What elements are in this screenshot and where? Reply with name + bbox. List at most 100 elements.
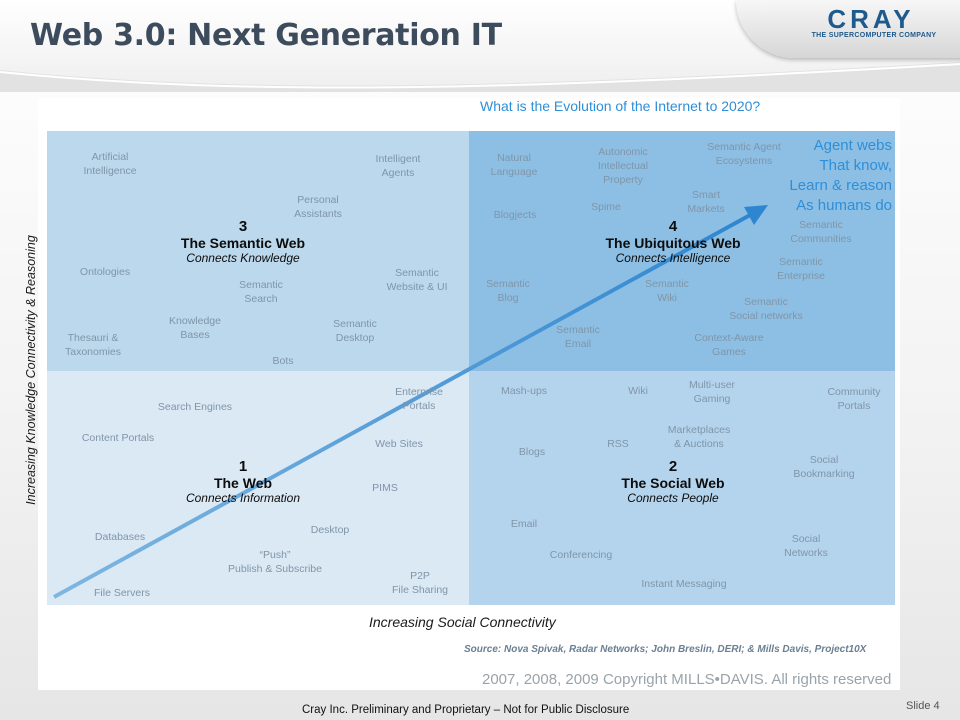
- quadrant-name: The Web: [213, 475, 273, 491]
- technology-label-line: Autonomic: [598, 146, 648, 158]
- technology-label-line: Blogjects: [493, 209, 537, 221]
- technology-label-line: Assistants: [294, 208, 342, 220]
- technology-label-line: Semantic: [799, 219, 843, 231]
- technology-label-line: Language: [490, 166, 538, 178]
- technology-label-line: Knowledge: [169, 315, 221, 327]
- technology-label-line: Gaming: [693, 393, 731, 405]
- technology-label-line: Taxonomies: [64, 346, 122, 358]
- technology-label: Conferencing: [550, 548, 612, 562]
- technology-label: File Servers: [94, 586, 150, 600]
- technology-label: Databases: [95, 530, 145, 544]
- technology-label-line: Semantic Agent: [707, 141, 781, 153]
- technology-label: Social Bookmarking: [793, 453, 854, 481]
- agent-webs-callout: Agent webs That know, Learn & reason As …: [760, 136, 892, 216]
- technology-label: Natural Language: [491, 151, 538, 179]
- quadrant-subtitle: Connects Knowledge: [186, 251, 300, 265]
- callout-line: Learn & reason: [789, 177, 892, 194]
- technology-label-line: Desktop: [335, 332, 375, 344]
- technology-label-line: Web Sites: [375, 438, 423, 450]
- footer-disclaimer: Cray Inc. Preliminary and Proprietary – …: [302, 704, 630, 716]
- technology-label: Intelligent Agents: [376, 152, 421, 180]
- technology-label-line: Property: [603, 174, 643, 186]
- technology-label-line: Publish & Subscribe: [228, 563, 322, 575]
- technology-label: Instant Messaging: [641, 577, 726, 591]
- quadrant-label-3: 3 The Semantic Web Connects Knowledge: [181, 218, 305, 265]
- technology-label-line: Communities: [790, 233, 852, 245]
- technology-label-line: Enterprise: [777, 270, 825, 282]
- technology-label: Personal Assistants: [294, 193, 342, 221]
- technology-label: Semantic Communities: [790, 218, 851, 246]
- technology-label: Context-Aware Games: [694, 331, 763, 359]
- technology-label: “Push” Publish & Subscribe: [228, 548, 322, 576]
- technology-label: Thesauri & Taxonomies: [65, 331, 121, 359]
- technology-label-line: Ontologies: [79, 266, 131, 278]
- technology-label-line: Semantic: [779, 256, 823, 268]
- technology-label-line: Semantic: [333, 318, 377, 330]
- technology-label-line: P2P: [410, 570, 430, 582]
- technology-label-line: Natural: [497, 152, 531, 164]
- technology-label-line: Markets: [687, 203, 725, 215]
- quadrant-number: 1: [238, 458, 248, 475]
- svg-text:CRAY: CRAY: [827, 6, 914, 32]
- technology-label-line: Databases: [94, 531, 146, 543]
- technology-label-line: File Sharing: [391, 584, 449, 596]
- technology-label-line: Smart: [691, 189, 720, 201]
- diagram-heading: What is the Evolution of the Internet to…: [480, 98, 761, 114]
- technology-label: Artificial Intelligence: [83, 150, 136, 178]
- technology-label: Semantic Wiki: [645, 277, 689, 305]
- technology-label: Marketplaces & Auctions: [668, 423, 730, 451]
- technology-label-line: Wiki: [628, 385, 648, 397]
- quadrant-number: 2: [668, 458, 678, 475]
- slide-number: Slide 4: [906, 700, 940, 712]
- technology-label-line: Thesauri &: [67, 332, 119, 344]
- technology-label-line: Semantic: [556, 324, 600, 336]
- technology-label: Semantic Desktop: [333, 317, 377, 345]
- technology-label: Semantic Social networks: [729, 295, 803, 323]
- technology-label: Semantic Enterprise: [777, 255, 825, 283]
- technology-label-line: Content Portals: [81, 432, 155, 444]
- technology-label-line: Conferencing: [549, 549, 613, 561]
- technology-label-line: Ecosystems: [715, 155, 773, 167]
- quadrant-name: The Semantic Web: [180, 235, 306, 251]
- technology-label: Email: [511, 517, 537, 531]
- quadrant-subtitle: Connects People: [627, 491, 719, 505]
- technology-label-line: Artificial: [91, 151, 129, 163]
- technology-label-line: Mash-ups: [500, 385, 548, 397]
- technology-label-line: Portals: [402, 400, 436, 412]
- quadrant-number: 3: [238, 218, 248, 235]
- technology-label-line: Semantic: [239, 279, 283, 291]
- technology-label-line: Marketplaces: [667, 424, 731, 436]
- technology-label-line: Spime: [591, 201, 621, 213]
- quadrant-number: 4: [668, 218, 678, 235]
- technology-label-line: Networks: [784, 547, 828, 559]
- technology-label-line: Blog: [497, 292, 519, 304]
- technology-label-line: Semantic: [486, 278, 530, 290]
- technology-label-line: Social: [791, 533, 821, 545]
- technology-label: Content Portals: [82, 431, 154, 445]
- technology-label: Spime: [591, 200, 621, 214]
- technology-label-line: Intelligence: [83, 165, 137, 177]
- technology-label-line: Portals: [837, 400, 871, 412]
- technology-label: Blogjects: [494, 208, 537, 222]
- technology-label-line: Instant Messaging: [641, 578, 727, 590]
- technology-label: Smart Markets: [687, 188, 724, 216]
- technology-label-line: Intellectual: [597, 160, 649, 172]
- technology-label-line: Search: [244, 293, 278, 305]
- technology-label: Enterprise Portals: [395, 385, 443, 413]
- technology-label-line: Semantic: [744, 296, 788, 308]
- technology-label-line: Search Engines: [157, 401, 233, 413]
- technology-label-line: Email: [510, 518, 538, 530]
- technology-label-line: Website & UI: [386, 281, 448, 293]
- technology-label-line: Wiki: [657, 292, 677, 304]
- technology-label-line: Personal: [297, 194, 339, 206]
- technology-label: Semantic Search: [239, 278, 283, 306]
- logo-tagline: THE SUPERCOMPUTER COMPANY: [811, 32, 937, 39]
- source-citation: Source: Nova Spivak, Radar Networks; Joh…: [464, 644, 867, 655]
- technology-label-line: & Auctions: [674, 438, 724, 450]
- callout-line: That know,: [819, 157, 892, 174]
- cray-logo: CRAY: [827, 6, 914, 32]
- technology-label: Semantic Agent Ecosystems: [707, 140, 781, 168]
- quadrant-label-1: 1 The Web Connects Information: [186, 458, 300, 505]
- technology-label-line: File Servers: [93, 587, 151, 599]
- technology-label-line: Games: [712, 346, 746, 358]
